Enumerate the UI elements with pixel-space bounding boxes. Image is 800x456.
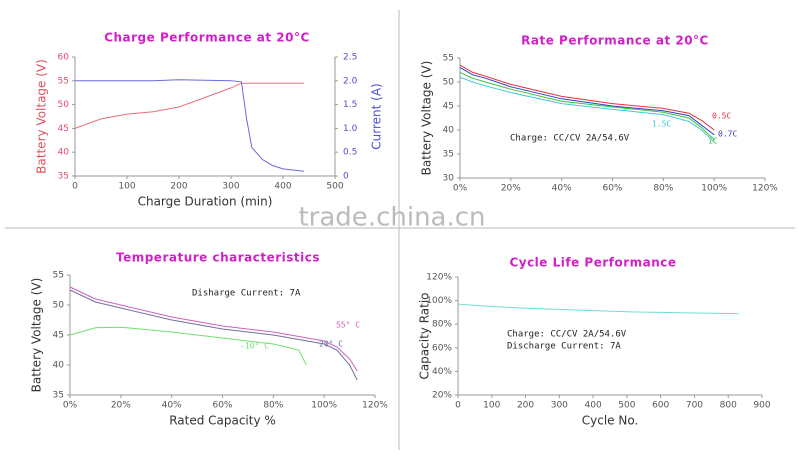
annotation: Discharge Current: 7A <box>507 342 621 352</box>
series-label: -10° C <box>240 342 269 351</box>
series-line <box>459 64 715 131</box>
y-tick-label: 60% <box>432 343 452 353</box>
y-tick-label: 40% <box>432 367 452 377</box>
y2-tick-label: 1.0 <box>343 124 358 134</box>
chart-title: Rate Performance at 20°C <box>521 34 709 48</box>
x-tick-label: 120% <box>752 184 778 194</box>
y-tick-label: 35 <box>53 391 64 401</box>
y-tick-label: 45 <box>53 331 64 341</box>
y2-tick-label: 2.0 <box>343 76 358 86</box>
x-tick-label: 100% <box>701 184 727 194</box>
x-tick-label: 120% <box>362 401 388 411</box>
annotation: Disharge Current: 7A <box>192 289 301 299</box>
y2-tick-label: 0 <box>343 172 349 182</box>
chart-title: Charge Performance at 20°C <box>104 31 310 45</box>
y-axis-label: Battery Voltage (V) <box>35 59 49 174</box>
x-axis-label: Charge Duration (min) <box>138 195 273 209</box>
x-tick-label: 300 <box>551 401 568 411</box>
series-line <box>69 286 358 372</box>
y-tick-label: 40 <box>53 361 65 371</box>
y-tick-label: 55 <box>443 54 454 64</box>
y-axis-label: Battery Voltage (V) <box>30 278 44 393</box>
watermark: trade.china.cn <box>298 203 485 233</box>
y-tick-label: 35 <box>443 150 454 160</box>
x-tick-label: 600 <box>652 401 669 411</box>
x-tick-label: 400 <box>274 182 291 192</box>
y-tick-label: 55 <box>58 76 69 86</box>
y2-tick-label: 1.5 <box>343 100 357 110</box>
x-tick-label: 500 <box>618 401 635 411</box>
y-tick-label: 120% <box>426 273 452 283</box>
x-tick-label: 300 <box>222 182 239 192</box>
x-tick-label: 500 <box>326 182 343 192</box>
series-line <box>459 71 715 140</box>
x-tick-label: 40% <box>162 401 182 411</box>
y-tick-label: 50 <box>58 100 70 110</box>
series-label: 55° C <box>336 321 360 330</box>
y-axis-label: Capacity Ratio <box>418 292 432 379</box>
chart-title: Cycle Life Performance <box>509 256 676 270</box>
series-label: 1.5C <box>652 120 671 129</box>
y-tick-label: 50 <box>443 78 455 88</box>
series-label: 0.7C <box>718 130 737 139</box>
x-tick-label: 700 <box>686 401 703 411</box>
series-line <box>75 79 304 172</box>
y-tick-label: 50 <box>53 301 65 311</box>
y-tick-label: 40 <box>443 126 455 136</box>
series-line <box>459 76 715 143</box>
y-tick-label: 55 <box>53 271 64 281</box>
y-tick-label: 20% <box>432 391 452 401</box>
series-line <box>459 67 715 136</box>
y2-tick-label: 0.5 <box>343 148 357 158</box>
y-tick-label: 80% <box>432 320 452 330</box>
x-axis-label: Cycle No. <box>582 414 639 428</box>
x-tick-label: 20% <box>501 184 521 194</box>
y-tick-label: 30 <box>443 174 455 184</box>
series-line <box>69 289 358 381</box>
x-tick-label: 0% <box>63 401 78 411</box>
x-tick-label: 200 <box>517 401 534 411</box>
x-tick-label: 0% <box>453 184 468 194</box>
x-tick-label: 60% <box>212 401 232 411</box>
y-tick-label: 60 <box>58 53 70 63</box>
x-tick-label: 100% <box>311 401 337 411</box>
x-tick-label: 0 <box>72 182 78 192</box>
series-label: 20° C <box>319 340 343 349</box>
y-tick-label: 35 <box>58 172 69 182</box>
series-line <box>69 326 307 366</box>
x-tick-label: 100 <box>118 182 135 192</box>
y-tick-label: 45 <box>443 102 454 112</box>
series-line <box>457 303 739 315</box>
x-tick-label: 80% <box>653 184 673 194</box>
x-tick-label: 400 <box>585 401 602 411</box>
x-tick-label: 800 <box>720 401 737 411</box>
annotation: Charge: CC/CV 2A/54.6V <box>507 330 627 340</box>
x-tick-label: 60% <box>602 184 622 194</box>
series-label: 0.5C <box>712 112 731 121</box>
x-tick-label: 200 <box>170 182 187 192</box>
x-tick-label: 900 <box>753 401 770 411</box>
y-axis-label: Battery Voltage (V) <box>420 61 434 176</box>
x-axis-label: Rated Capacity % <box>169 414 276 428</box>
y-tick-label: 100% <box>426 296 452 306</box>
x-tick-label: 80% <box>263 401 283 411</box>
x-tick-label: 40% <box>552 184 572 194</box>
y2-axis-label: Current (A) <box>370 83 384 149</box>
y2-tick-label: 2.5 <box>343 53 357 63</box>
x-tick-label: 20% <box>111 401 131 411</box>
y-tick-label: 45 <box>58 124 69 134</box>
y-tick-label: 40 <box>58 148 70 158</box>
series-line <box>74 82 304 129</box>
chart-title: Temperature characteristics <box>116 251 320 265</box>
x-tick-label: 100 <box>483 401 500 411</box>
x-tick-label: 0 <box>455 401 461 411</box>
annotation: Charge: CC/CV 2A/54.6V <box>510 134 630 144</box>
